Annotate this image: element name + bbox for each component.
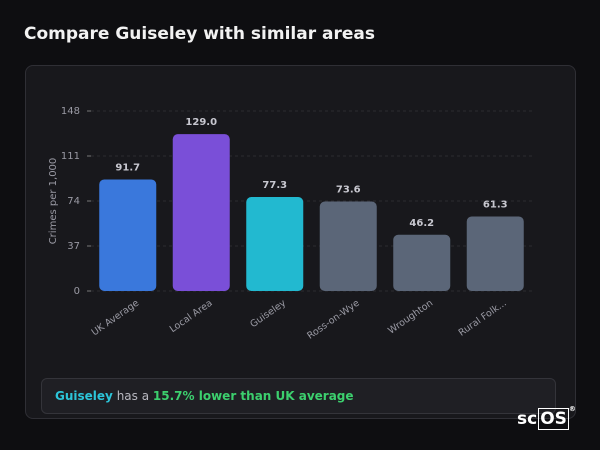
value-label: 77.3: [262, 180, 287, 191]
y-tick-label: 37: [67, 241, 80, 252]
summary-text: has a: [116, 389, 150, 403]
bar: [319, 201, 377, 291]
bar: [393, 234, 451, 291]
value-label: 73.6: [336, 184, 361, 195]
y-tick-label: 74: [67, 196, 80, 207]
value-label: 61.3: [483, 199, 508, 210]
value-label: 91.7: [115, 162, 140, 173]
bar: [246, 196, 304, 291]
x-tick-label: Rural Folk...: [457, 298, 509, 339]
value-label: 129.0: [185, 117, 217, 128]
value-label: 46.2: [409, 218, 434, 229]
logo: sc OS ®: [517, 405, 576, 430]
y-axis-label: Crimes per 1,000: [48, 158, 59, 245]
bar: [172, 134, 230, 291]
y-tick-label: 111: [61, 151, 80, 162]
bar: [466, 216, 524, 291]
x-tick-label: Guiseley: [248, 297, 288, 330]
summary-comparison: 15.7% lower than UK average: [152, 389, 354, 403]
x-tick-label: Local Area: [168, 298, 215, 335]
logo-boxed: OS: [538, 408, 569, 430]
x-tick-label: UK Average: [90, 298, 142, 339]
y-tick-label: 0: [74, 286, 80, 297]
y-tick-label: 148: [61, 106, 80, 117]
logo-mark: ®: [568, 405, 576, 413]
x-tick-label: Wroughton: [386, 298, 435, 337]
x-tick-label: Ross-on-Wye: [305, 298, 361, 342]
bar: [99, 179, 157, 291]
logo-prefix: sc: [517, 409, 538, 429]
summary-box: Guiseley has a 15.7% lower than UK avera…: [41, 378, 556, 414]
summary-area: Guiseley: [55, 389, 113, 403]
page-title: Compare Guiseley with similar areas: [24, 24, 375, 44]
